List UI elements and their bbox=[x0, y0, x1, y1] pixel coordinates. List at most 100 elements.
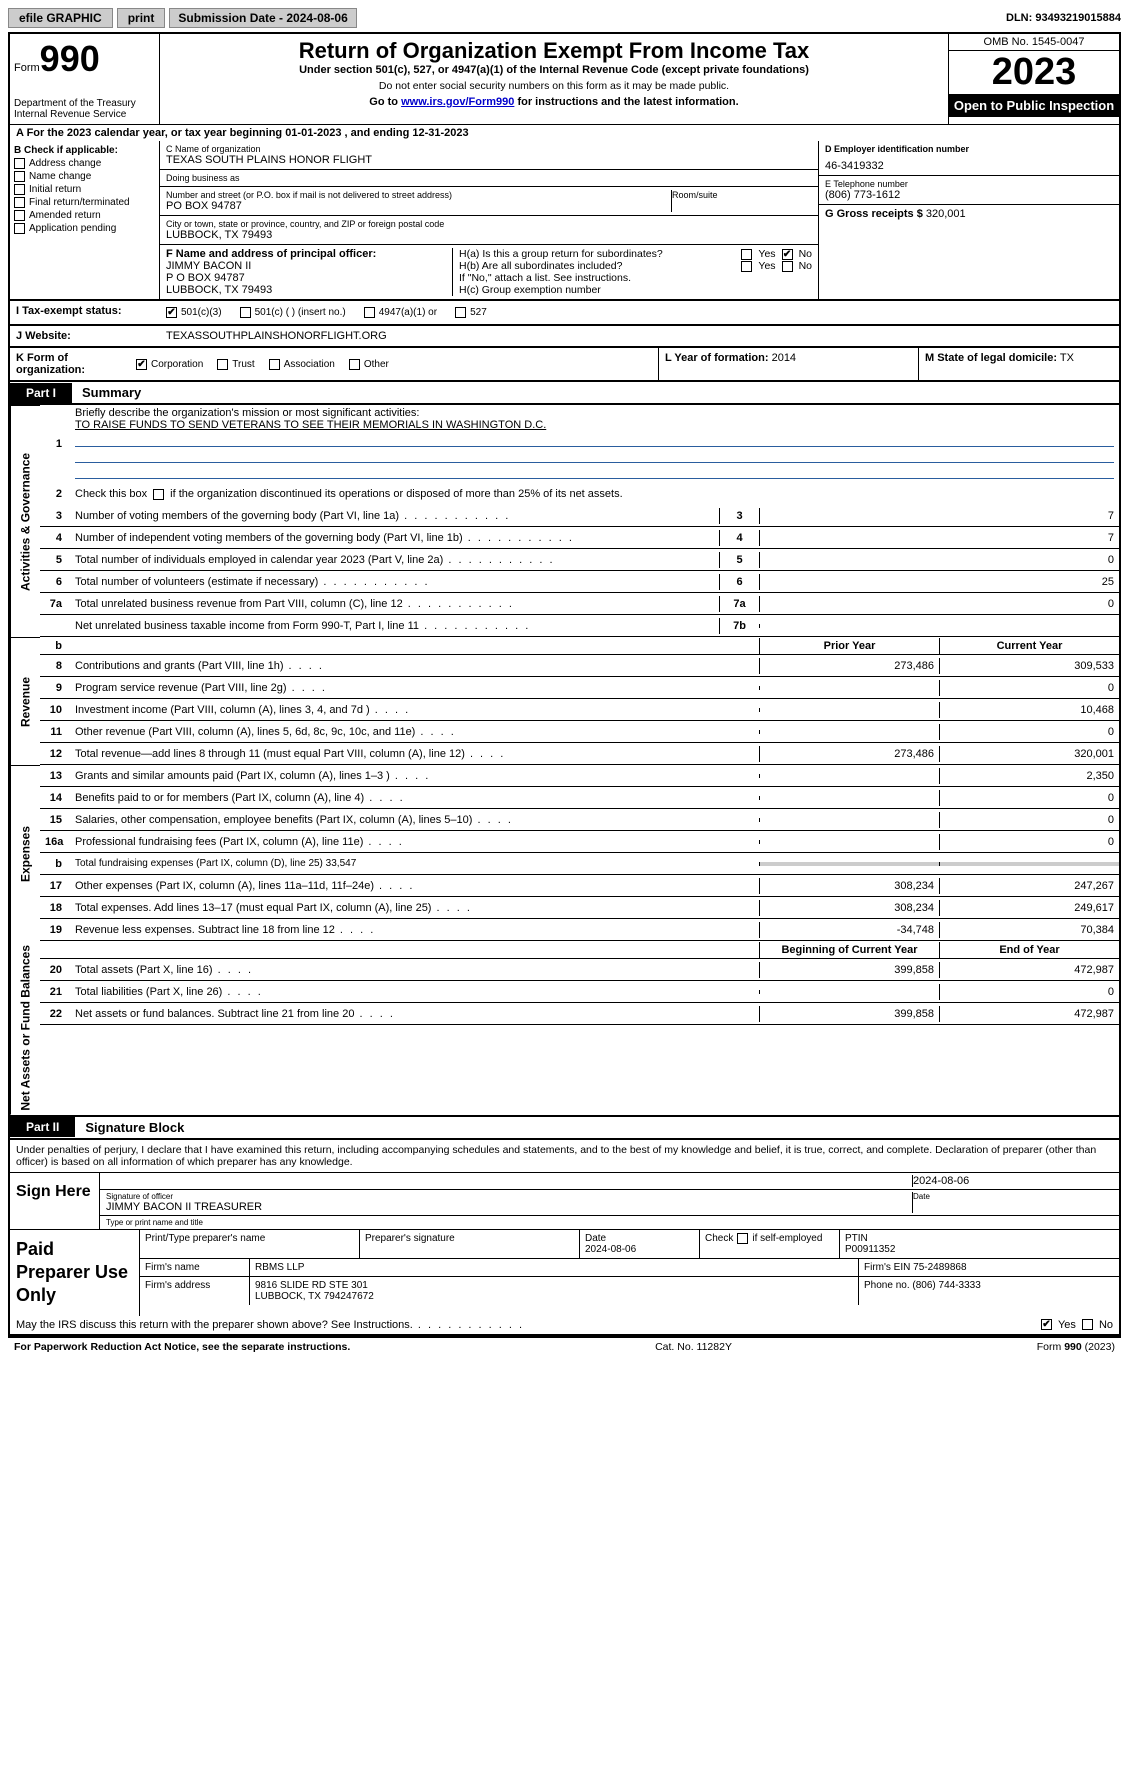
check-501c3[interactable]: 501(c)(3) bbox=[166, 307, 222, 318]
h-a-yes-checkbox[interactable] bbox=[741, 249, 752, 260]
city-label: City or town, state or province, country… bbox=[166, 219, 812, 229]
part-1-tab: Part I bbox=[10, 383, 72, 403]
check-amended-return[interactable]: Amended return bbox=[14, 210, 155, 221]
discuss-label: May the IRS discuss this return with the… bbox=[16, 1319, 524, 1331]
org-name-cell: C Name of organization TEXAS SOUTH PLAIN… bbox=[160, 141, 818, 170]
mission-text: TO RAISE FUNDS TO SEND VETERANS TO SEE T… bbox=[75, 419, 546, 431]
gross-receipts-cell: G Gross receipts $ 320,001 bbox=[819, 205, 1119, 223]
dba-cell: Doing business as bbox=[160, 170, 818, 187]
prep-date-value: 2024-08-06 bbox=[585, 1244, 636, 1255]
city-value: LUBBOCK, TX 79493 bbox=[166, 229, 812, 241]
h-b-no-checkbox[interactable] bbox=[782, 261, 793, 272]
firm-addr-label: Firm's address bbox=[140, 1277, 250, 1305]
year-cell: OMB No. 1545-0047 2023 Open to Public In… bbox=[949, 34, 1119, 124]
box-b: B Check if applicable: Address change Na… bbox=[10, 141, 160, 299]
preparer-grid: Paid Preparer Use Only Print/Type prepar… bbox=[10, 1229, 1119, 1316]
check-initial-return[interactable]: Initial return bbox=[14, 184, 155, 195]
line-2-text: if the organization discontinued its ope… bbox=[170, 488, 623, 500]
box-deg: D Employer identification number 46-3419… bbox=[819, 141, 1119, 299]
officer-h-row: F Name and address of principal officer:… bbox=[160, 245, 818, 299]
page-footer: For Paperwork Reduction Act Notice, see … bbox=[8, 1338, 1121, 1356]
row-k-label: K Form of organization: bbox=[10, 348, 130, 380]
row-l: L Year of formation: 2014 bbox=[659, 348, 919, 380]
check-name-change[interactable]: Name change bbox=[14, 171, 155, 182]
h-a-label: H(a) Is this a group return for subordin… bbox=[459, 248, 735, 260]
box-f: F Name and address of principal officer:… bbox=[166, 248, 452, 296]
part-2-title: Signature Block bbox=[75, 1117, 194, 1138]
line-a-period: A For the 2023 calendar year, or tax yea… bbox=[8, 124, 1121, 141]
netassets-rows: Beginning of Current Year End of Year 20… bbox=[40, 941, 1119, 1115]
check-other[interactable]: Other bbox=[349, 359, 389, 370]
sign-here-grid: Sign Here 2024-08-06 Signature of office… bbox=[10, 1173, 1119, 1229]
summary-row: 11 Other revenue (Part VIII, column (A),… bbox=[40, 721, 1119, 743]
summary-row-shaded: b Total fundraising expenses (Part IX, c… bbox=[40, 853, 1119, 875]
form-header: Form990 Department of the Treasury Inter… bbox=[8, 32, 1121, 124]
sig-date-row: 2024-08-06 bbox=[100, 1173, 1119, 1190]
open-public-badge: Open to Public Inspection bbox=[949, 94, 1119, 117]
check-4947[interactable]: 4947(a)(1) or bbox=[364, 307, 437, 318]
check-527[interactable]: 527 bbox=[455, 307, 487, 318]
officer-name: JIMMY BACON II bbox=[166, 260, 452, 272]
form-prefix: Form bbox=[14, 62, 40, 74]
firm-phone-label: Phone no. bbox=[864, 1280, 910, 1291]
summary-row: Net unrelated business taxable income fr… bbox=[40, 615, 1119, 637]
row-i: I Tax-exempt status: 501(c)(3) 501(c) ( … bbox=[8, 301, 1121, 326]
summary-row: 9 Program service revenue (Part VIII, li… bbox=[40, 677, 1119, 699]
check-501c[interactable]: 501(c) ( ) (insert no.) bbox=[240, 307, 346, 318]
footer-left: For Paperwork Reduction Act Notice, see … bbox=[14, 1341, 350, 1353]
paid-preparer-label: Paid Preparer Use Only bbox=[10, 1230, 140, 1316]
summary-row: 5 Total number of individuals employed i… bbox=[40, 549, 1119, 571]
dln-label: DLN: 93493219015884 bbox=[1006, 12, 1121, 24]
check-final-return[interactable]: Final return/terminated bbox=[14, 197, 155, 208]
submission-date-field: Submission Date - 2024-08-06 bbox=[169, 8, 356, 28]
h-a-row: H(a) Is this a group return for subordin… bbox=[459, 248, 812, 260]
prep-name-label: Print/Type preparer's name bbox=[140, 1230, 360, 1258]
check-address-change[interactable]: Address change bbox=[14, 158, 155, 169]
governance-rows: 1 Briefly describe the organization's mi… bbox=[40, 405, 1119, 637]
footer-right: Form 990 (2023) bbox=[1037, 1341, 1115, 1353]
box-f-label: F Name and address of principal officer: bbox=[166, 248, 452, 260]
expense-rows: 13 Grants and similar amounts paid (Part… bbox=[40, 765, 1119, 941]
phone-label: E Telephone number bbox=[825, 179, 1113, 189]
self-employed-checkbox[interactable] bbox=[737, 1233, 748, 1244]
line-2: 2 Check this box if the organization dis… bbox=[40, 483, 1119, 505]
summary-row: 15 Salaries, other compensation, employe… bbox=[40, 809, 1119, 831]
part-2-tab: Part II bbox=[10, 1117, 75, 1137]
h-a-no-checkbox[interactable] bbox=[782, 249, 793, 260]
firm-addr2: LUBBOCK, TX 794247672 bbox=[255, 1291, 374, 1302]
summary-table: Activities & Governance 1 Briefly descri… bbox=[8, 405, 1121, 1117]
address-label: Number and street (or P.O. box if mail i… bbox=[166, 190, 671, 200]
check-trust[interactable]: Trust bbox=[217, 359, 254, 370]
signature-block: Under penalties of perjury, I declare th… bbox=[8, 1140, 1121, 1338]
org-name-label: C Name of organization bbox=[166, 144, 812, 154]
check-application-pending[interactable]: Application pending bbox=[14, 223, 155, 234]
gross-receipts-value: 320,001 bbox=[926, 208, 966, 220]
firm-name-value: RBMS LLP bbox=[250, 1259, 859, 1276]
officer-addr1: P O BOX 94787 bbox=[166, 272, 452, 284]
line-1-label: Briefly describe the organization's miss… bbox=[75, 407, 419, 419]
form-number-cell: Form990 Department of the Treasury Inter… bbox=[10, 34, 160, 124]
line-1: 1 Briefly describe the organization's mi… bbox=[40, 405, 1119, 483]
ptin-label: PTIN bbox=[845, 1233, 868, 1244]
check-corporation[interactable]: Corporation bbox=[136, 359, 203, 370]
discuss-yes-checkbox[interactable] bbox=[1041, 1319, 1052, 1330]
check-association[interactable]: Association bbox=[269, 359, 335, 370]
summary-row: 4 Number of independent voting members o… bbox=[40, 527, 1119, 549]
col-prior-year: Prior Year bbox=[759, 638, 939, 654]
sign-here-label: Sign Here bbox=[10, 1173, 100, 1229]
irs-link[interactable]: www.irs.gov/Form990 bbox=[401, 96, 514, 108]
print-button[interactable]: print bbox=[117, 8, 166, 28]
row-j-label: J Website: bbox=[10, 326, 160, 346]
summary-row: 19 Revenue less expenses. Subtract line … bbox=[40, 919, 1119, 941]
line-2-checkbox[interactable] bbox=[153, 489, 164, 500]
top-bar: efile GRAPHIC print Submission Date - 20… bbox=[8, 8, 1121, 28]
row-i-options: 501(c)(3) 501(c) ( ) (insert no.) 4947(a… bbox=[160, 301, 1119, 324]
address-value: PO BOX 94787 bbox=[166, 200, 671, 212]
h-b-yes-checkbox[interactable] bbox=[741, 261, 752, 272]
box-b-label: B Check if applicable: bbox=[14, 145, 155, 156]
discuss-no-checkbox[interactable] bbox=[1082, 1319, 1093, 1330]
h-b-row: H(b) Are all subordinates included? Yes … bbox=[459, 260, 812, 272]
summary-row: 17 Other expenses (Part IX, column (A), … bbox=[40, 875, 1119, 897]
efile-graphic-button[interactable]: efile GRAPHIC bbox=[8, 8, 113, 28]
dba-label: Doing business as bbox=[166, 173, 812, 183]
